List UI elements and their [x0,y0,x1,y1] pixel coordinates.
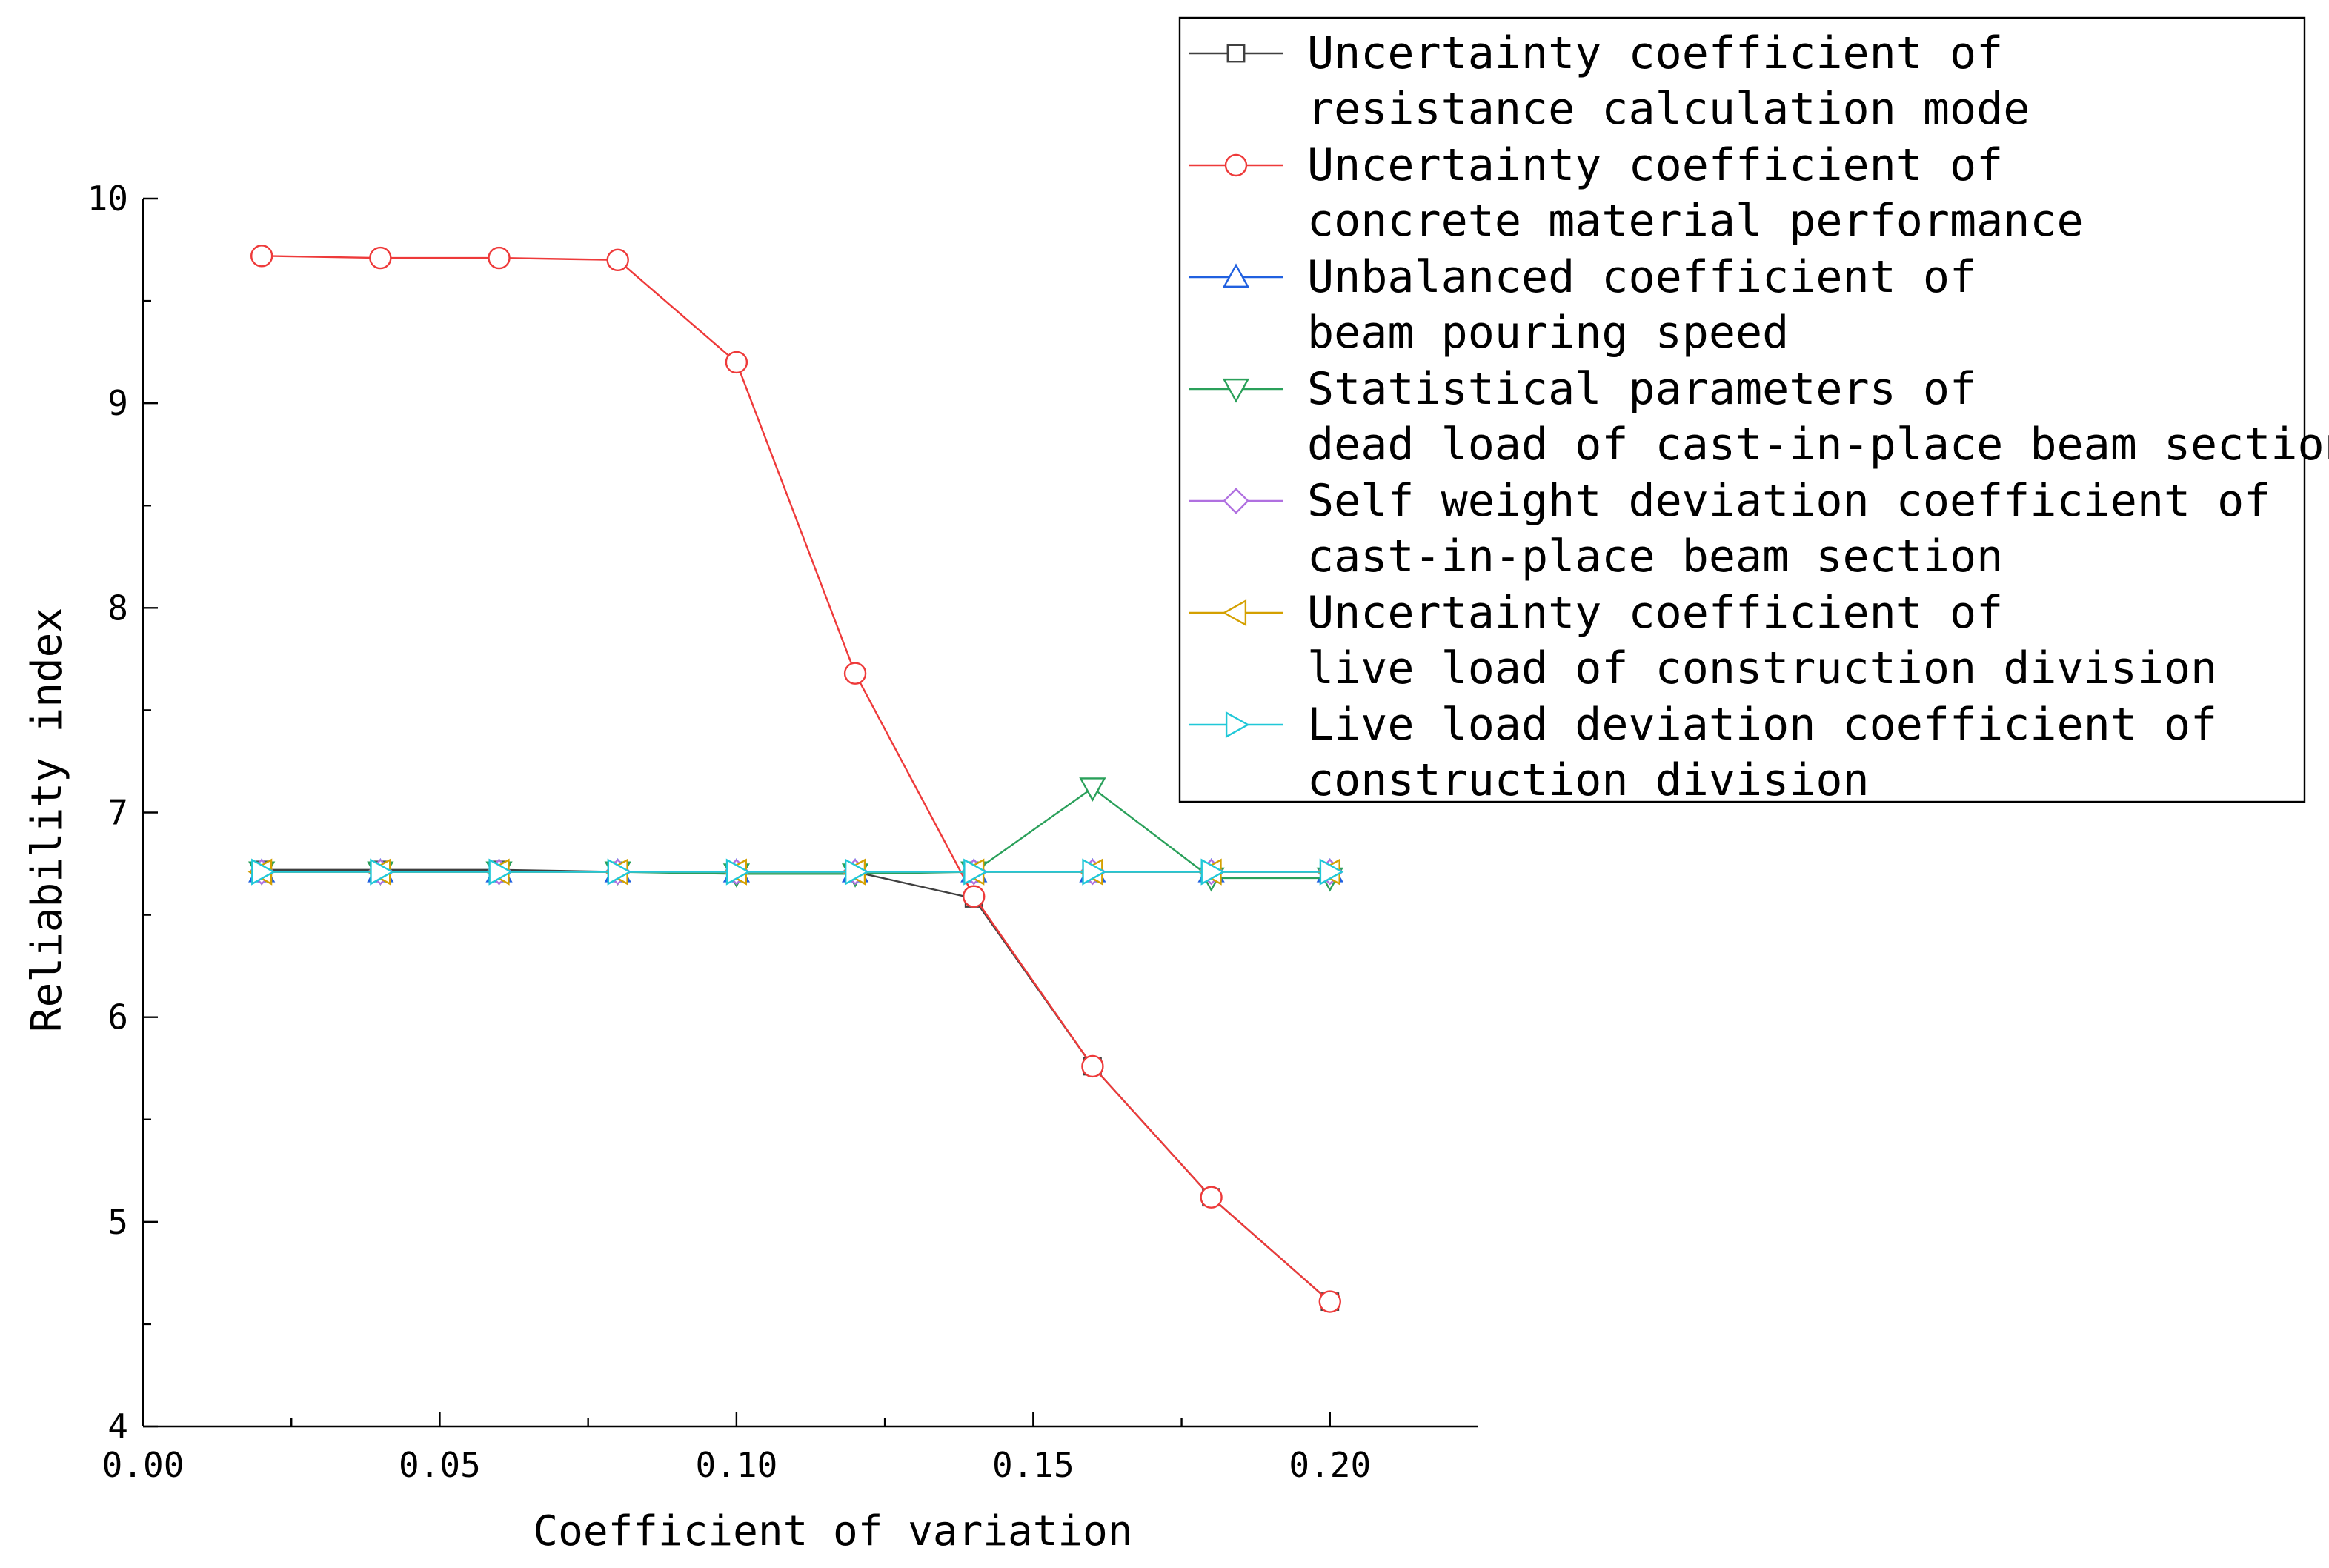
series-line [262,786,1330,880]
data-point [370,858,394,886]
series-4 [248,777,1343,892]
data-point [250,245,273,268]
data-point [725,858,751,886]
legend-label: resistance calculation mode [1307,83,2030,135]
data-point [963,885,986,908]
data-point [1200,858,1226,886]
legend-label: Uncertainty coefficient of [1307,27,2003,79]
legend-label: beam pouring speed [1307,307,1789,359]
data-point [251,858,276,886]
legend-label: Uncertainty coefficient of [1307,587,2003,639]
y-axis-title: Reliability index [23,608,71,1032]
data-point [844,858,869,886]
series-line [262,868,1331,1303]
data-point [488,858,514,886]
legend-marker [1226,44,1246,63]
data-point [607,858,632,886]
y-tick-label: 8 [107,588,128,628]
y-tick-label: 4 [107,1406,128,1446]
data-point [1318,1290,1341,1313]
data-point [1082,858,1106,886]
y-tick-label: 9 [107,383,128,423]
y-tick-label: 7 [107,793,128,833]
legend-label: Unbalanced coefficient of [1307,251,1976,303]
legend-label: Statistical parameters of [1307,363,1976,415]
legend-label: dead load of cast-in-place beam section [1307,419,2329,471]
axes: 0.00 0.05 0.10 0.15 0.20 4 5 6 7 8 9 10 [87,179,1478,1485]
x-tick-label: 0.05 [399,1445,481,1485]
legend-marker [1225,711,1250,739]
x-tick-label: 0.20 [1289,1445,1371,1485]
y-tick-label: 5 [107,1202,128,1242]
data-point [1081,1054,1104,1078]
legend-marker [1223,488,1249,514]
x-axis-title: Coefficient of variation [533,1507,1132,1555]
data-point [369,246,392,270]
legend-label: construction division [1307,754,1870,806]
data-point [488,246,511,270]
data-point [843,662,867,685]
data-point [1319,858,1344,886]
data-point [725,351,748,374]
legend-label: Self weight deviation coefficient of [1307,475,2270,527]
legend-marker [1222,263,1250,288]
legend-marker [1222,599,1247,627]
y-tick-label: 6 [107,997,128,1037]
legend-label: concrete material performance [1307,195,2084,247]
data-point [606,248,629,272]
series-7 [251,858,1344,886]
legend-item-5: Self weight deviation coefficient ofcast… [1189,475,2270,582]
legend-label: cast-in-place beam section [1307,531,2003,582]
x-tick-label: 0.10 [695,1445,777,1485]
y-tick-label: 10 [87,179,128,219]
legend-label: Uncertainty coefficient of [1307,139,2003,191]
plot-area [247,245,1344,1313]
data-point [963,858,988,886]
x-tick-label: 0.15 [992,1445,1074,1485]
legend-item-7: Live load deviation coefficient ofconstr… [1189,699,2217,806]
legend-marker [1224,153,1248,177]
legend-label: live load of construction division [1307,642,2217,694]
legend-marker [1222,378,1250,403]
series-1 [252,860,1340,1311]
x-tick-label: 0.00 [102,1445,185,1485]
series-line [262,255,1331,1303]
legend-label: Live load deviation coefficient of [1307,699,2217,751]
legend-box [1178,16,2306,803]
series-2 [250,245,1341,1313]
data-point [1079,777,1106,802]
data-point [1200,1186,1223,1209]
